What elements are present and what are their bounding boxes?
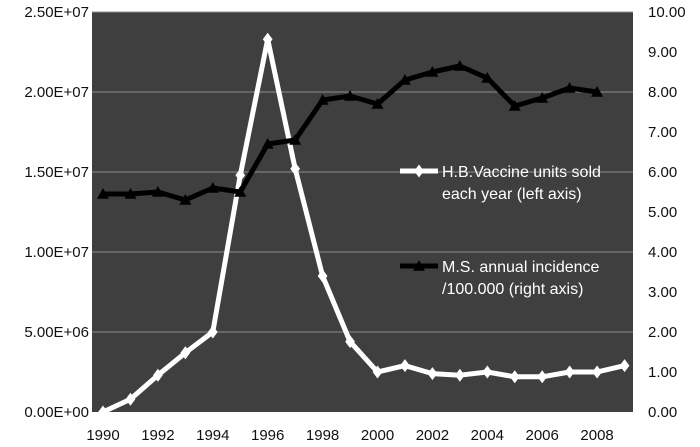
data-point (235, 168, 246, 182)
data-point (180, 346, 191, 360)
left-tick-label: 2.00E+07 (24, 84, 89, 101)
left-axis-ticks: 0.00E+00 5.00E+06 1.00E+07 1.50E+07 2.00E+07… (24, 4, 89, 421)
right-tick-label: 3.00 (648, 284, 677, 301)
right-tick-label: 9.00 (648, 44, 677, 61)
right-axis-ticks: 0.00 1.00 2.00 3.00 4.00 5.00 6.00 7.00 8.00 9.00… (648, 4, 686, 421)
legend-marker (413, 260, 425, 271)
legend-label: H.B.Vaccine units sold (442, 164, 601, 181)
x-tick-label: 2004 (471, 427, 504, 444)
legend: H.B.Vaccine units sold each year (left ax… (400, 164, 601, 298)
data-point (508, 100, 521, 111)
x-tick-label: 1994 (196, 427, 229, 444)
data-point (261, 138, 274, 149)
data-point (482, 365, 493, 379)
right-tick-label: 10.00 (648, 4, 686, 21)
data-point (619, 359, 630, 373)
data-point (179, 194, 192, 205)
data-point (371, 98, 384, 109)
data-point (290, 162, 301, 176)
right-tick-label: 1.00 (648, 364, 677, 381)
left-tick-label: 0.00E+00 (24, 404, 89, 421)
data-point (564, 365, 575, 379)
right-tick-label: 4.00 (648, 244, 677, 261)
x-tick-label: 1992 (141, 427, 174, 444)
x-tick-label: 2000 (361, 427, 394, 444)
data-point (537, 370, 548, 384)
x-axis-ticks: 1990 1992 1994 1996 1998 2000 2002 2004 2006 2008 (86, 427, 613, 444)
legend-marker (414, 164, 424, 178)
right-tick-label: 5.00 (648, 204, 677, 221)
right-tick-label: 2.00 (648, 324, 677, 341)
right-tick-label: 0.00 (648, 404, 677, 421)
x-tick-label: 2002 (416, 427, 449, 444)
legend-label: each year (left axis) (442, 186, 582, 203)
data-point (372, 365, 383, 379)
data-point (125, 392, 136, 406)
data-point (398, 74, 411, 85)
data-point (592, 365, 602, 379)
legend-label: /100.000 (right axis) (442, 281, 583, 298)
data-point (509, 370, 520, 384)
data-point (481, 72, 494, 83)
data-point (124, 188, 137, 199)
data-point (316, 94, 329, 105)
legend-label: M.S. annual incidence (442, 259, 600, 276)
right-tick-label: 6.00 (648, 164, 677, 181)
plot-area (92, 12, 633, 412)
right-tick-label: 8.00 (648, 84, 677, 101)
data-point (400, 359, 410, 373)
series-layer (97, 32, 630, 419)
data-point (98, 405, 108, 419)
data-point (426, 66, 439, 77)
data-point (345, 335, 355, 349)
data-point (234, 186, 247, 197)
data-point (289, 134, 302, 145)
x-tick-label: 1990 (86, 427, 119, 444)
data-point (262, 32, 273, 46)
data-point (97, 188, 109, 199)
left-tick-label: 5.00E+06 (24, 324, 89, 341)
left-tick-label: 1.50E+07 (24, 164, 89, 181)
data-point (563, 82, 576, 93)
data-point (536, 92, 549, 103)
x-tick-label: 2006 (526, 427, 559, 444)
left-tick-label: 1.00E+07 (24, 244, 89, 261)
data-point (591, 86, 604, 97)
data-point (153, 368, 163, 382)
data-point (427, 367, 438, 381)
x-tick-label: 2008 (580, 427, 613, 444)
data-point (206, 182, 219, 193)
gridlines (92, 11, 633, 333)
data-point (151, 186, 164, 197)
left-tick-label: 2.50E+07 (24, 4, 89, 21)
data-point (453, 60, 466, 71)
x-tick-label: 1996 (251, 427, 284, 444)
data-point (344, 90, 357, 101)
data-point (454, 368, 465, 382)
x-tick-label: 1998 (306, 427, 339, 444)
right-tick-label: 7.00 (648, 124, 677, 141)
data-point (207, 325, 218, 339)
data-point (317, 269, 328, 283)
